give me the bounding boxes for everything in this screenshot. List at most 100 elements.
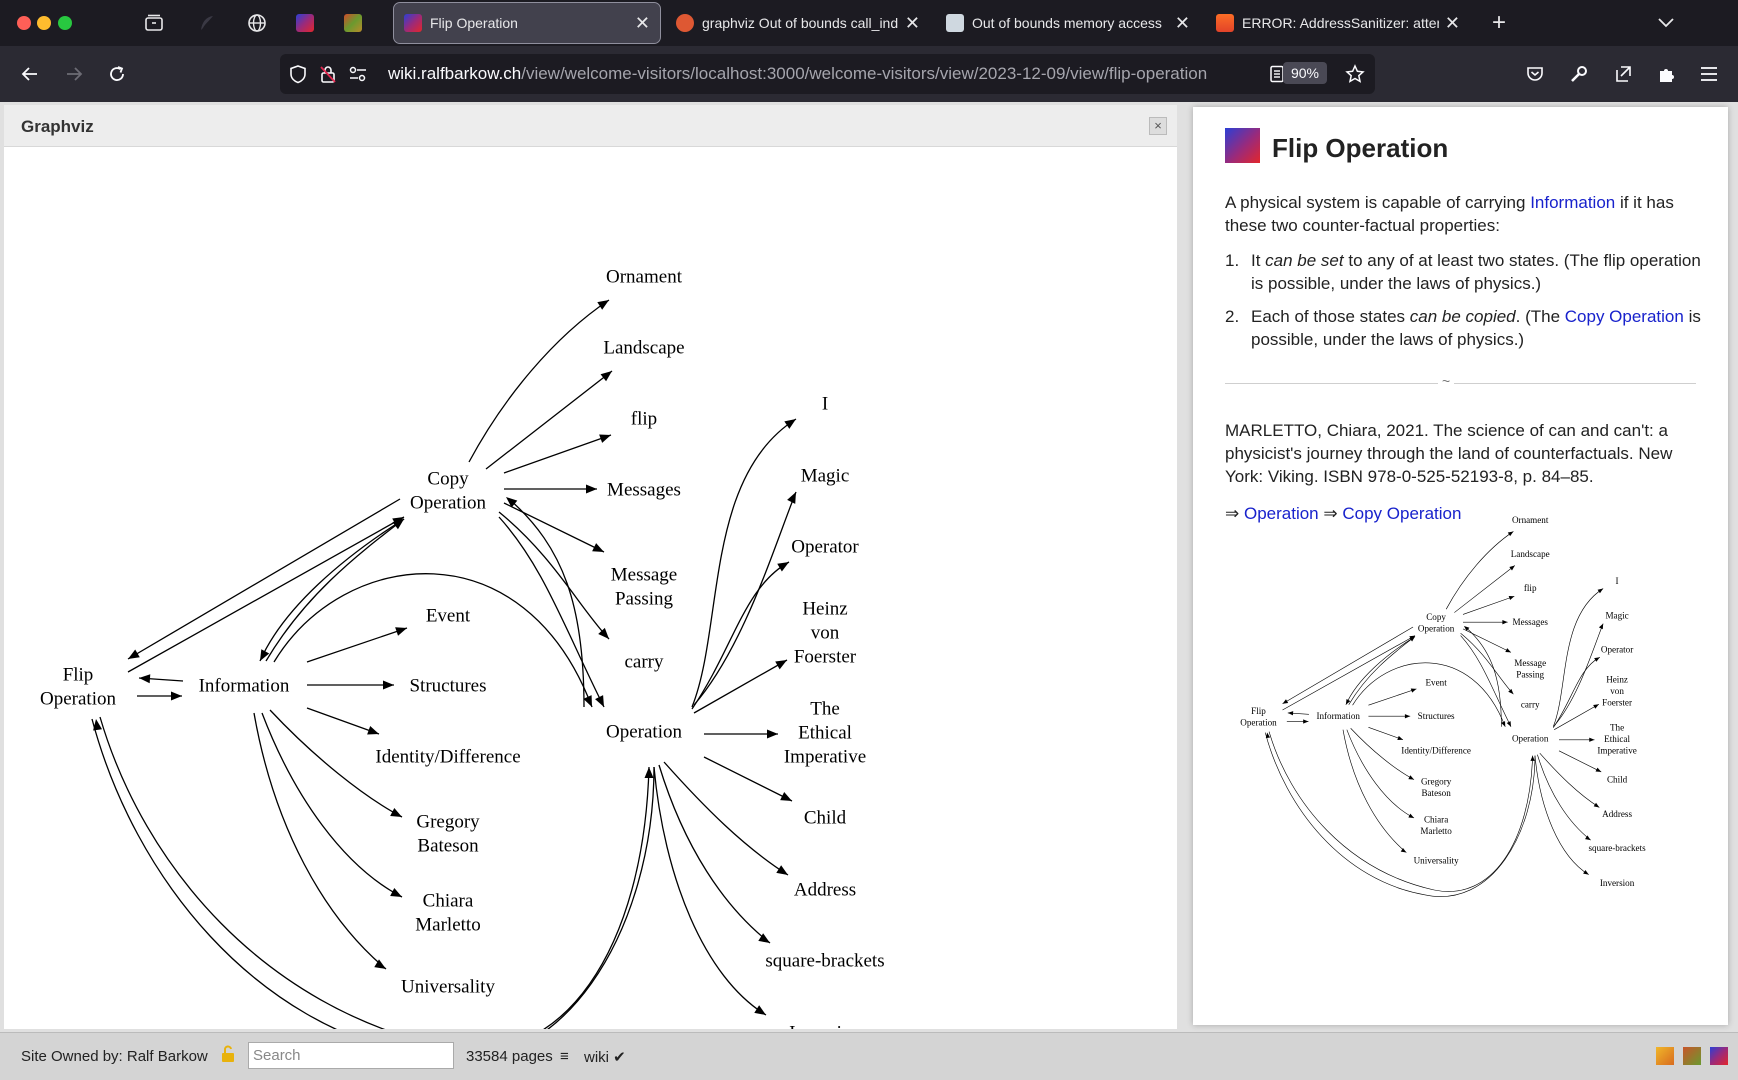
wiki-status[interactable]: wiki ✔ bbox=[584, 1049, 626, 1066]
bookmark-star-icon[interactable] bbox=[1341, 60, 1369, 88]
unlocked-padlock-icon[interactable] bbox=[220, 1045, 236, 1067]
graph-arrowhead bbox=[776, 865, 788, 875]
graph-arrowhead bbox=[260, 649, 270, 661]
graph-arrowhead bbox=[1593, 704, 1599, 709]
feather-pinned-tab-icon[interactable] bbox=[195, 11, 219, 35]
neighborhood-flag-icon[interactable] bbox=[1710, 1047, 1728, 1065]
url-bar[interactable]: wiki.ralfbarkow.ch/view/welcome-visitors… bbox=[280, 54, 1375, 94]
list-all-tabs-icon[interactable] bbox=[1654, 11, 1678, 35]
menu-icon[interactable]: ≡ bbox=[560, 1048, 569, 1065]
graph-node-label: Flip bbox=[1251, 706, 1266, 716]
graph-arrowhead bbox=[780, 792, 792, 801]
graph-node-marletto: Chiara Marletto bbox=[415, 890, 480, 935]
graph-node-label: Universality bbox=[401, 976, 495, 997]
tab-flip-operation[interactable]: Flip Operation ✕ bbox=[393, 2, 661, 44]
new-tab-icon[interactable]: + bbox=[1491, 9, 1506, 36]
graph-node-structures: Structures bbox=[1418, 711, 1455, 721]
graph-node-label: Ornament bbox=[606, 266, 683, 287]
arrow-glyph: ⇒ bbox=[1323, 504, 1338, 523]
close-tab-icon[interactable]: ✕ bbox=[1444, 12, 1460, 33]
graph-node-label: Inversion bbox=[789, 1022, 861, 1029]
graph-arrowhead bbox=[775, 660, 787, 670]
graph-arrowhead bbox=[390, 887, 402, 897]
graph-edge bbox=[127, 498, 401, 660]
graph-arrowhead bbox=[1505, 648, 1511, 653]
graph-edge bbox=[1282, 626, 1414, 705]
graph-node-label: Heinz bbox=[802, 598, 847, 619]
graph-arrowhead bbox=[1400, 847, 1407, 853]
app-menu-icon[interactable] bbox=[1695, 60, 1723, 88]
reload-icon[interactable] bbox=[103, 60, 131, 88]
copy-operation-link[interactable]: Copy Operation bbox=[1564, 307, 1684, 326]
graph-node-label: Inversion bbox=[1600, 878, 1635, 888]
graph-node-identity: Identity/Difference bbox=[1401, 745, 1471, 755]
minimize-window-button[interactable] bbox=[37, 16, 51, 30]
insecure-lock-icon[interactable] bbox=[314, 60, 342, 88]
graph-arrowhead bbox=[1409, 636, 1415, 642]
graph-node-operation: Operation bbox=[1512, 733, 1549, 743]
graph-arrowhead bbox=[1593, 802, 1600, 808]
graph-node-label: Magic bbox=[801, 465, 850, 486]
graph-node-information: Information bbox=[199, 675, 290, 696]
zoom-window-button[interactable] bbox=[58, 16, 72, 30]
graph-edge bbox=[1462, 595, 1515, 615]
search-input[interactable] bbox=[248, 1042, 454, 1069]
close-tab-icon[interactable]: ✕ bbox=[1174, 12, 1190, 33]
copy-operation-link[interactable]: Copy Operation bbox=[1342, 504, 1462, 523]
graph-node-bateson: Gregory Bateson bbox=[416, 811, 480, 856]
graph-edge bbox=[1534, 755, 1589, 875]
information-link[interactable]: Information bbox=[1530, 193, 1616, 212]
extension-share-icon[interactable] bbox=[1609, 60, 1637, 88]
tab-addresssanitizer[interactable]: ERROR: AddressSanitizer: attem ✕ bbox=[1206, 3, 1470, 43]
close-tab-icon[interactable]: ✕ bbox=[634, 12, 650, 33]
wiki-pinned-tab-icon[interactable] bbox=[293, 11, 317, 35]
wrench-icon[interactable] bbox=[1565, 60, 1593, 88]
graph-node-operator: Operator bbox=[1601, 645, 1633, 655]
operation-link[interactable]: Operation bbox=[1243, 504, 1319, 523]
arrow-glyph: ⇒ bbox=[1225, 504, 1240, 523]
graph-node-label: Ethical bbox=[1604, 734, 1630, 744]
graph-arrowhead bbox=[767, 729, 778, 739]
graph-arrowhead bbox=[1345, 699, 1351, 705]
graph-node-landscape: Landscape bbox=[603, 337, 684, 358]
graph-arrowhead bbox=[390, 807, 402, 817]
tab-title: graphviz Out of bounds call_ind bbox=[702, 15, 899, 31]
graph-node-label: Address bbox=[1602, 809, 1632, 819]
graphviz-close-button[interactable]: × bbox=[1149, 117, 1167, 135]
globe-pinned-tab-icon[interactable] bbox=[245, 11, 269, 35]
graph-node-label: Imperative bbox=[1597, 745, 1636, 755]
tab-graphviz-issue[interactable]: graphviz Out of bounds call_ind ✕ bbox=[666, 3, 930, 43]
graph-edge bbox=[468, 299, 610, 463]
graph-arrowhead bbox=[597, 300, 609, 310]
intro-text-after: if it has these two counter-factual prop… bbox=[1225, 193, 1674, 235]
tab-out-of-bounds[interactable]: Out of bounds memory access ✕ bbox=[936, 3, 1200, 43]
graph-arrowhead bbox=[1463, 626, 1470, 632]
page-favicon-icon[interactable] bbox=[1225, 128, 1260, 163]
tab-overview-icon[interactable] bbox=[142, 11, 166, 35]
graph-node-label: Event bbox=[426, 605, 471, 626]
neighborhood-flag-icon[interactable] bbox=[1656, 1047, 1674, 1065]
forward-icon[interactable] bbox=[60, 60, 88, 88]
back-icon[interactable] bbox=[16, 60, 44, 88]
graph-node-label: Message bbox=[1514, 658, 1546, 668]
intro-paragraph: A physical system is capable of carrying… bbox=[1225, 191, 1703, 237]
extensions-puzzle-icon[interactable] bbox=[1653, 60, 1681, 88]
permissions-icon[interactable] bbox=[344, 60, 372, 88]
page-title: Flip Operation bbox=[1272, 133, 1449, 163]
url-path: /view/welcome-visitors/localhost:3000/we… bbox=[521, 64, 1208, 83]
graph-arrowhead bbox=[583, 695, 592, 707]
close-tab-icon[interactable]: ✕ bbox=[904, 12, 920, 33]
graph-node-label: Bateson bbox=[1421, 788, 1451, 798]
graph-arrowhead bbox=[600, 371, 612, 382]
neighborhood-flag-icon[interactable] bbox=[1683, 1047, 1701, 1065]
graph-edge bbox=[653, 766, 767, 1016]
graph-edge bbox=[1368, 688, 1417, 706]
graph-arrowhead bbox=[139, 674, 151, 684]
list-number: 2. bbox=[1225, 307, 1240, 326]
close-window-button[interactable] bbox=[17, 16, 31, 30]
pocket-icon[interactable] bbox=[1521, 60, 1549, 88]
zoom-level-badge[interactable]: 90% bbox=[1282, 62, 1327, 84]
wiki-pinned-tab-icon-2[interactable] bbox=[341, 11, 365, 35]
url-text[interactable]: wiki.ralfbarkow.ch/view/welcome-visitors… bbox=[388, 64, 1207, 84]
tracking-protection-shield-icon[interactable] bbox=[284, 60, 312, 88]
